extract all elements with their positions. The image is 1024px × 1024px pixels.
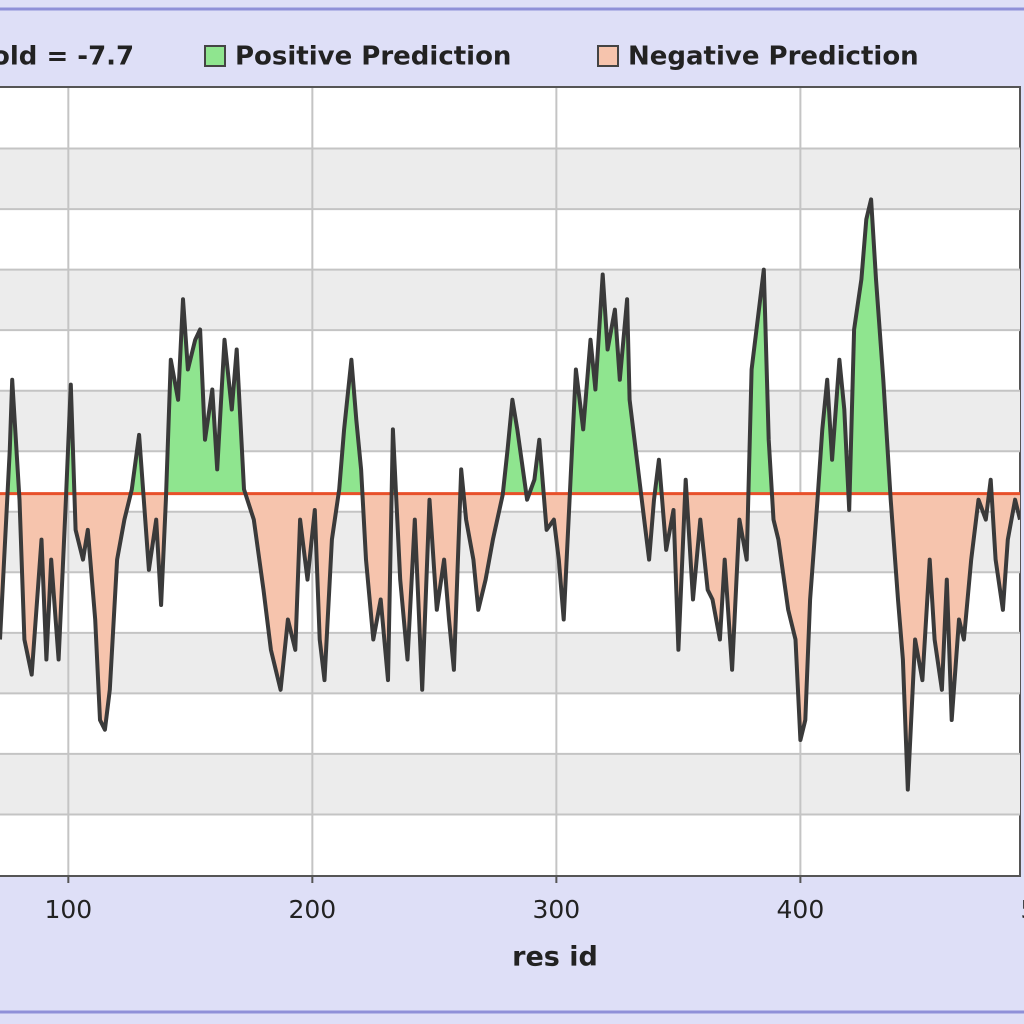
x-axis-title: res id — [512, 942, 598, 973]
grid-band — [0, 269, 1020, 331]
prediction-area — [0, 493, 1020, 790]
fill-group — [0, 493, 1020, 790]
grid-band — [0, 148, 1020, 210]
x-tick-label: 400 — [777, 895, 825, 924]
grid-band — [0, 632, 1020, 694]
score-line — [0, 197, 1020, 792]
fill-group — [0, 199, 1020, 494]
threshold-label: old = -7.7 — [0, 42, 134, 72]
grid-band — [0, 753, 1020, 815]
legend-label: Positive Prediction — [235, 42, 511, 72]
legend-swatch — [597, 45, 619, 67]
x-tick-label: 100 — [44, 895, 92, 924]
x-tick-label: 500 — [1021, 895, 1024, 924]
legend: old = -7.7 Positive Prediction Negative … — [0, 42, 919, 72]
legend-label: Negative Prediction — [628, 42, 919, 72]
x-tick-label: 200 — [288, 895, 336, 924]
lines — [0, 197, 1020, 792]
x-tick-label: 300 — [533, 895, 581, 924]
grid-band — [0, 511, 1020, 573]
x-axis: 100 200 300 400 500 — [44, 875, 1024, 924]
fills — [0, 199, 1020, 790]
legend-swatch — [204, 45, 226, 67]
prediction-area — [0, 199, 1020, 494]
